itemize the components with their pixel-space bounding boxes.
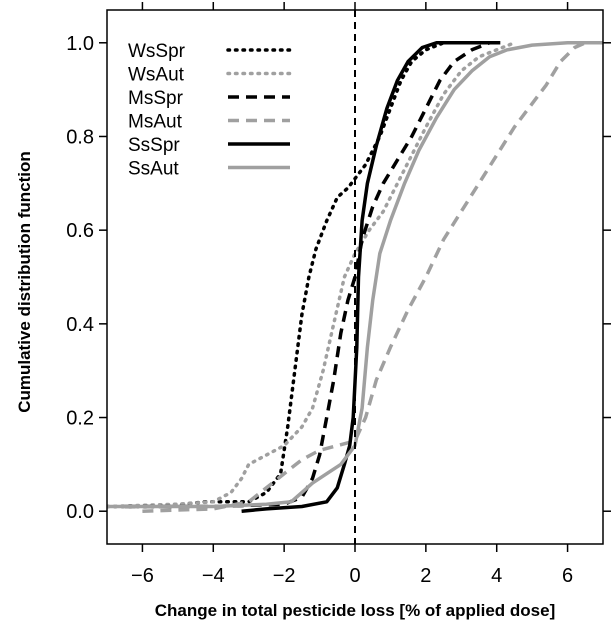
y-tick-label: 0.4: [66, 314, 94, 336]
x-tick-label: −6: [131, 565, 154, 587]
series-line-msaut: [142, 41, 587, 513]
y-tick-label: 0.2: [66, 408, 94, 430]
y-tick-label: 0.0: [66, 501, 94, 523]
series-line-wsaut: [107, 41, 517, 509]
series-layer: [107, 41, 603, 513]
y-tick-label: 0.8: [66, 126, 94, 148]
series-line-ssspr: [241, 41, 501, 513]
series-line-ssaut: [107, 41, 603, 509]
y-tick-label: 1.0: [66, 33, 94, 55]
y-axis-label: Cumulative distribution function: [15, 151, 34, 413]
x-tick-label: −2: [273, 565, 296, 587]
legend-label-ssspr: SsSpr: [128, 135, 180, 156]
axes-layer: −6 −4 −2 0 2 4 6 0.0 0.2 0.4 0.6 0.8 1.0: [66, 2, 611, 587]
series-line-wsspr: [107, 41, 481, 509]
x-tick-label: 2: [420, 565, 431, 587]
y-tick-label: 0.6: [66, 220, 94, 242]
legend-label-msspr: MsSpr: [128, 88, 184, 109]
x-tick-label: 0: [349, 565, 360, 587]
x-tick-label: 4: [491, 565, 502, 587]
legend-label-msaut: MsAut: [128, 112, 183, 133]
x-tick-label: −4: [202, 565, 225, 587]
x-axis-label: Change in total pesticide loss [% of app…: [155, 601, 556, 620]
legend-label-ssaut: SsAut: [128, 159, 179, 180]
x-tick-label: 6: [562, 565, 573, 587]
legend-label-wsaut: WsAut: [128, 65, 185, 86]
legend-label-wsspr: WsSpr: [128, 41, 186, 62]
